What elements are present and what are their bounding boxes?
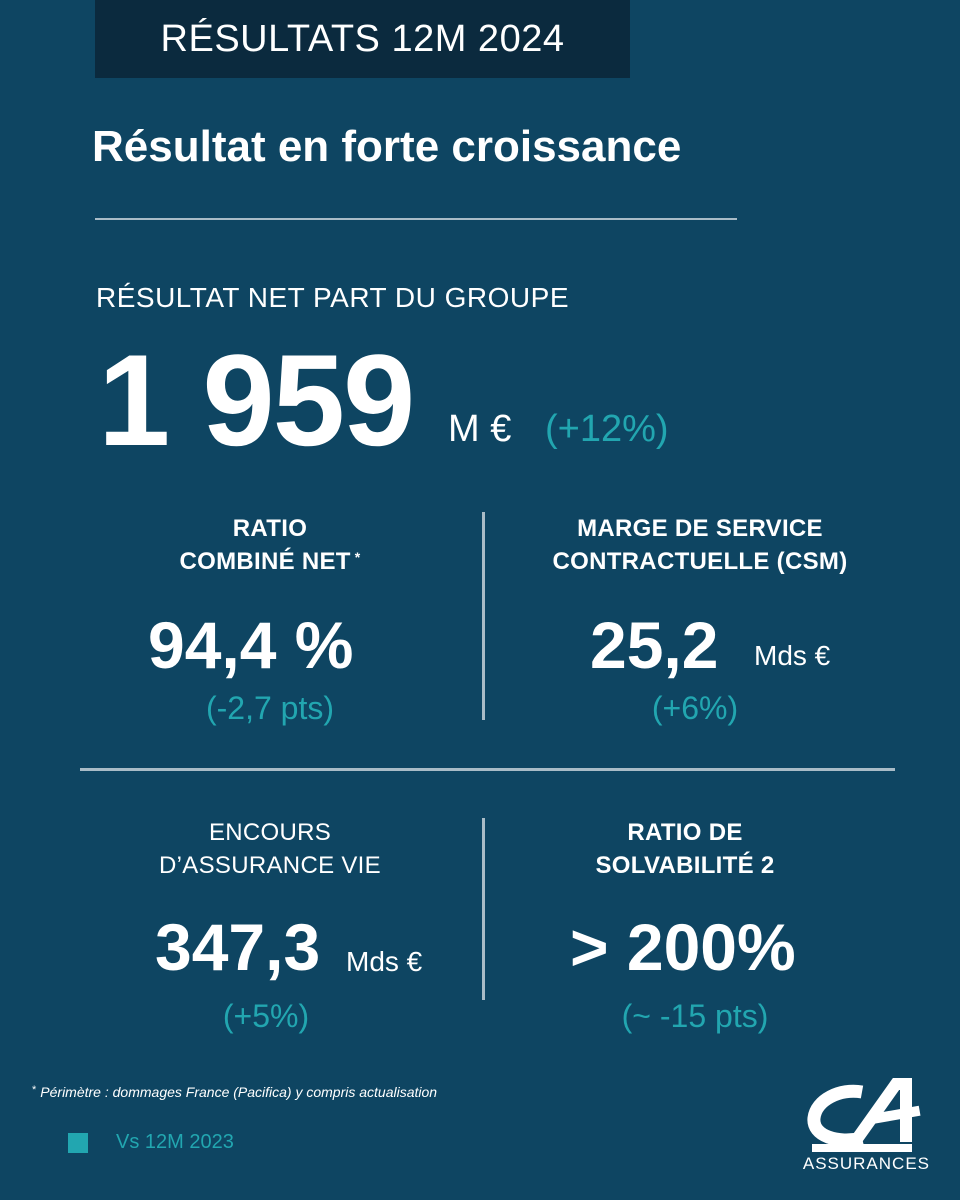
- main-kpi-value: 1 959: [98, 327, 415, 473]
- kpi-title: ENCOURS D’ASSURANCE VIE: [120, 816, 420, 882]
- column-divider: [482, 818, 485, 1000]
- period-tag: RÉSULTATS 12M 2024: [95, 0, 630, 78]
- kpi-solvency-ratio: RATIO DE SOLVABILITÉ 2: [535, 816, 835, 882]
- kpi-title-line: COMBINÉ NET *: [120, 545, 420, 578]
- kpi-title-line: MARGE DE SERVICE: [577, 515, 823, 542]
- kpi-variation: (+6%): [651, 690, 739, 726]
- kpi-value: 347,3: [155, 910, 321, 984]
- legend-label: Vs 12M 2023: [116, 1131, 234, 1153]
- kpi-unit: Mds €: [754, 640, 831, 671]
- kpi-life-insurance-outstanding: ENCOURS D’ASSURANCE VIE: [120, 816, 420, 882]
- kpi-title: RATIO DE SOLVABILITÉ 2: [535, 816, 835, 882]
- main-kpi-unit: M €: [448, 408, 512, 450]
- page-title: Résultat en forte croissance: [92, 122, 682, 171]
- main-kpi-label: RÉSULTAT NET PART DU GROUPE: [96, 282, 569, 313]
- kpi-combined-ratio: RATIO COMBINÉ NET *: [120, 512, 420, 578]
- kpi-variation: (~ -15 pts): [621, 998, 769, 1034]
- brand-wordmark: ASSURANCES: [802, 1154, 930, 1173]
- kpi-title-line: CONTRACTUELLE (CSM): [552, 548, 848, 575]
- kpi-title-text: COMBINÉ NET: [179, 548, 351, 575]
- kpi-value: > 200%: [570, 910, 796, 984]
- footnote-text: Périmètre : dommages France (Pacifica) y…: [40, 1084, 438, 1100]
- kpi-value: 25,2: [590, 608, 719, 682]
- kpi-title-line: SOLVABILITÉ 2: [595, 852, 775, 879]
- title-divider: [95, 218, 737, 220]
- period-tag-label: RÉSULTATS 12M 2024: [160, 17, 565, 60]
- kpi-unit: Mds €: [346, 946, 423, 977]
- legend-swatch: [68, 1133, 88, 1153]
- kpi-variation: (-2,7 pts): [205, 690, 335, 726]
- kpi-title-line: ENCOURS: [208, 819, 332, 846]
- kpi-title-line: D’ASSURANCE VIE: [159, 852, 381, 879]
- kpi-title: RATIO COMBINÉ NET *: [120, 512, 420, 578]
- footnote-marker: *: [354, 549, 361, 565]
- kpi-variation: (+5%): [222, 998, 310, 1034]
- ca-logo-icon: [807, 1078, 921, 1152]
- row-divider: [80, 768, 895, 771]
- footnote: * Périmètre : dommages France (Pacifica) …: [32, 1084, 437, 1100]
- main-kpi-variation: (+12%): [545, 408, 669, 450]
- kpi-title: MARGE DE SERVICE CONTRACTUELLE (CSM): [520, 512, 880, 578]
- kpi-title-line: RATIO: [232, 515, 308, 542]
- kpi-csm: MARGE DE SERVICE CONTRACTUELLE (CSM): [520, 512, 880, 578]
- kpi-value: 94,4 %: [148, 608, 354, 682]
- footnote-marker: *: [32, 1084, 37, 1096]
- column-divider: [482, 512, 485, 720]
- kpi-title-line: RATIO DE: [627, 819, 743, 846]
